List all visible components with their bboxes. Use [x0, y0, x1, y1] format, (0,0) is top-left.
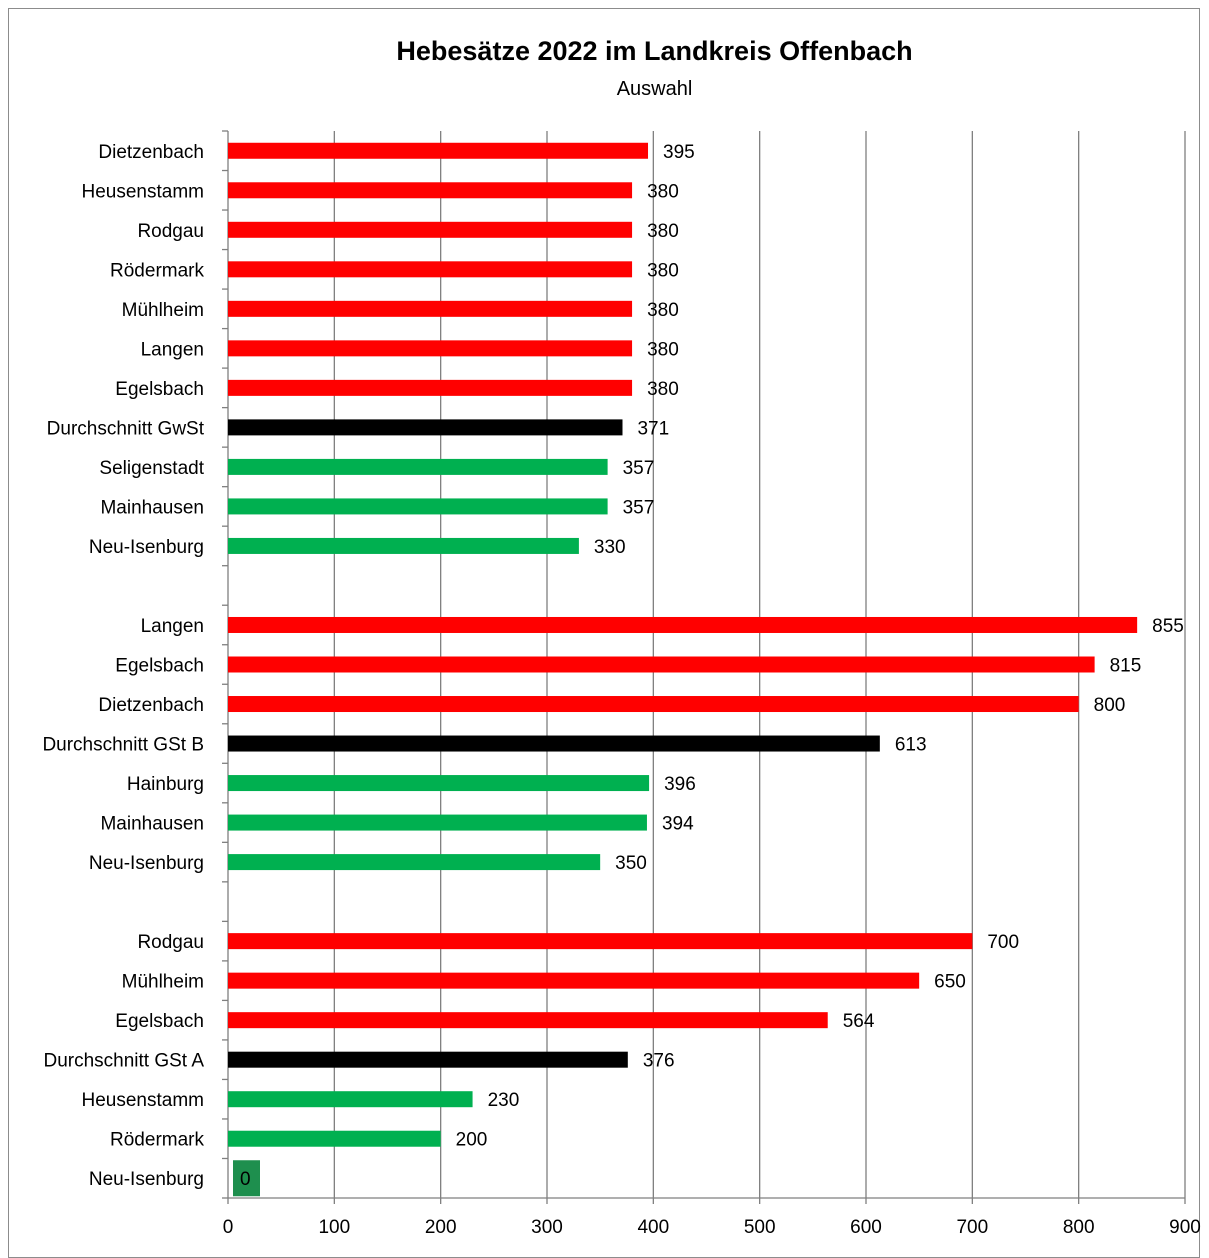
bar	[228, 498, 608, 515]
category-label: Neu-Isenburg	[89, 1169, 204, 1190]
data-label: 650	[934, 972, 966, 993]
data-label: 613	[895, 735, 927, 756]
bar	[228, 1130, 441, 1147]
category-label: Dietzenbach	[98, 142, 204, 163]
data-label: 396	[664, 774, 696, 795]
category-label: Rodgau	[137, 932, 204, 953]
category-label: Mainhausen	[100, 497, 204, 518]
category-label: Neu-Isenburg	[89, 537, 204, 558]
bar	[228, 933, 973, 950]
chart-subtitle: Auswahl	[616, 78, 693, 100]
category-label: Seligenstadt	[99, 458, 204, 479]
data-label: 0	[240, 1169, 251, 1190]
category-label: Durchschnitt GSt B	[42, 735, 204, 756]
data-label: 350	[615, 853, 647, 874]
x-tick-label: 500	[744, 1217, 776, 1238]
category-label: Neu-Isenburg	[89, 853, 204, 874]
category-label: Durchschnitt GwSt	[47, 418, 205, 439]
data-label: 200	[456, 1130, 488, 1151]
category-label: Rodgau	[137, 221, 204, 242]
labels: 0 100 200 300 400 500 600 700 800 900 Dietzenbach 3…	[42, 142, 1200, 1238]
bar	[228, 775, 650, 792]
x-tick-label: 600	[850, 1217, 882, 1238]
bars	[228, 142, 1138, 1197]
x-tick-label: 900	[1169, 1217, 1201, 1238]
bar	[228, 537, 579, 554]
category-label: Egelsbach	[115, 379, 204, 400]
x-tick-label: 300	[531, 1217, 563, 1238]
x-tick-label: 700	[956, 1217, 988, 1238]
bar	[228, 656, 1095, 673]
category-label: Langen	[141, 616, 204, 637]
category-label: Mühlheim	[122, 972, 204, 993]
data-label: 395	[663, 142, 695, 163]
data-label: 357	[623, 497, 655, 518]
bar	[228, 340, 633, 357]
data-label: 700	[987, 932, 1019, 953]
data-label: 815	[1110, 656, 1142, 677]
category-label: Egelsbach	[115, 1011, 204, 1032]
x-tick-label: 100	[318, 1217, 350, 1238]
category-label: Dietzenbach	[98, 695, 204, 716]
bar	[228, 696, 1079, 713]
data-label: 330	[594, 537, 626, 558]
category-label: Langen	[141, 339, 204, 360]
bar	[228, 419, 623, 436]
data-label: 230	[488, 1090, 520, 1111]
category-label: Rödermark	[110, 260, 204, 281]
bar	[228, 458, 608, 475]
bar	[228, 379, 633, 396]
category-label: Heusenstamm	[82, 181, 205, 202]
data-label: 380	[647, 260, 679, 281]
x-tick-label: 400	[637, 1217, 669, 1238]
bar	[228, 814, 647, 831]
data-label: 380	[647, 181, 679, 202]
data-label: 376	[643, 1051, 675, 1072]
bar	[228, 142, 649, 159]
bar	[228, 182, 633, 199]
data-label: 855	[1152, 616, 1184, 637]
chart-title: Hebesätze 2022 im Landkreis Offenbach	[396, 36, 913, 66]
category-label: Hainburg	[127, 774, 204, 795]
data-label: 394	[662, 814, 694, 835]
category-label: Rödermark	[110, 1130, 204, 1151]
data-label: 380	[647, 300, 679, 321]
data-label: 800	[1094, 695, 1126, 716]
bar	[228, 616, 1138, 633]
data-label: 380	[647, 379, 679, 400]
bar	[228, 1091, 473, 1108]
bar	[228, 1012, 828, 1029]
category-label: Egelsbach	[115, 656, 204, 677]
category-label: Heusenstamm	[82, 1090, 205, 1111]
bar	[228, 261, 633, 278]
bar	[228, 735, 880, 752]
bar	[228, 972, 920, 989]
data-label: 380	[647, 221, 679, 242]
data-label: 357	[623, 458, 655, 479]
category-label: Mühlheim	[122, 300, 204, 321]
bar	[228, 854, 601, 871]
data-label: 564	[843, 1011, 875, 1032]
data-label: 380	[647, 339, 679, 360]
data-label: 371	[637, 418, 669, 439]
x-tick-label: 800	[1063, 1217, 1095, 1238]
x-tick-label: 200	[425, 1217, 457, 1238]
bar	[228, 221, 633, 238]
bar	[228, 1051, 628, 1068]
bar	[233, 1160, 260, 1197]
category-label: Durchschnitt GSt A	[43, 1051, 204, 1072]
x-tick-label: 0	[223, 1217, 234, 1238]
category-label: Mainhausen	[100, 814, 204, 835]
bar	[228, 300, 633, 317]
